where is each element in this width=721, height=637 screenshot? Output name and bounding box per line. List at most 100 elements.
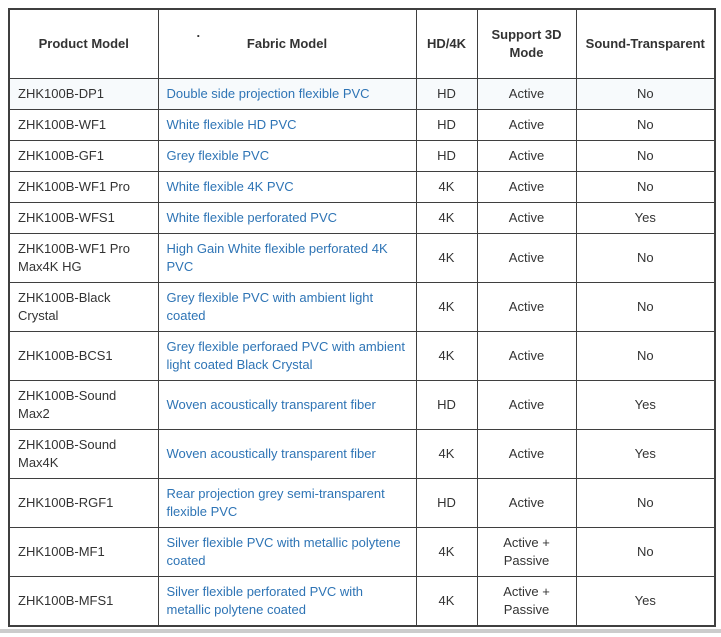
fabric-model-link[interactable]: Grey flexible perforaed PVC with ambient… [166,339,405,372]
hd-4k-cell: HD [415,109,478,141]
product-model-cell: ZHK100B-WF1 Pro [8,171,159,203]
hd-4k-cell: 4K [415,282,478,332]
product-model-cell: ZHK100B-Sound Max2 [8,380,159,430]
support-3d-mode-cell: Active [476,282,577,332]
fabric-model-link[interactable]: White flexible perforated PVC [166,210,338,225]
sound-transparent-cell: No [575,282,716,332]
header-fabric-model-label: Fabric Model [246,36,328,51]
table-row: ZHK100B-GF1 Grey flexible PVC HD Active No [8,140,716,172]
support-3d-mode-cell: Active [476,171,577,203]
fabric-model-link[interactable]: White flexible 4K PVC [166,179,294,194]
table-row: ZHK100B-WF1 Pro Max4K HG High Gain White … [8,233,716,283]
sound-transparent-cell: Yes [575,380,716,430]
fabric-model-link[interactable]: White flexible HD PVC [166,117,297,132]
hd-4k-cell: 4K [415,171,478,203]
fabric-model-cell: Grey flexible PVC with ambient light coa… [157,282,417,332]
support-3d-mode-cell: Active [476,429,577,479]
fabric-model-link[interactable]: Silver flexible PVC with metallic polyte… [166,535,401,568]
support-3d-mode-cell: Active [476,478,577,528]
support-3d-mode-cell: Active [476,380,577,430]
support-3d-mode-cell: Active [476,331,577,381]
hd-4k-cell: 4K [415,429,478,479]
fabric-model-cell: White flexible perforated PVC [157,202,417,234]
stray-dot: . [196,25,201,40]
table-row: ZHK100B-WF1 Pro White flexible 4K PVC 4K Ac… [8,171,716,203]
fabric-model-cell: Grey flexible perforaed PVC with ambient… [157,331,417,381]
product-model-cell: ZHK100B-RGF1 [8,478,159,528]
fabric-model-cell: Silver flexible PVC with metallic polyte… [157,527,417,577]
sound-transparent-cell: No [575,171,716,203]
support-3d-mode-cell: Active [476,233,577,283]
support-3d-mode-cell: Active [476,140,577,172]
fabric-model-link[interactable]: Woven acoustically transparent fiber [166,397,376,412]
table-row: ZHK100B-DP1 Double side projection flexib… [8,78,716,110]
product-model-cell: ZHK100B-MF1 [8,527,159,577]
fabric-model-link[interactable]: Rear projection grey semi-transparent fl… [166,486,385,519]
product-model-cell: ZHK100B-Black Crystal [8,282,159,332]
sound-transparent-cell: No [575,78,716,110]
hd-4k-cell: 4K [415,331,478,381]
support-3d-mode-cell: Active [476,78,577,110]
fabric-model-link[interactable]: Grey flexible PVC with ambient light coa… [166,290,374,323]
sound-transparent-cell: No [575,109,716,141]
table-row: ZHK100B-Sound Max2 Woven acoustically tra… [8,380,716,430]
product-model-cell: ZHK100B-GF1 [8,140,159,172]
table-row: ZHK100B-MF1 Silver flexible PVC with meta… [8,527,716,577]
product-model-cell: ZHK100B-DP1 [8,78,159,110]
fabric-model-cell: High Gain White flexible perforated 4K P… [157,233,417,283]
hd-4k-cell: 4K [415,576,478,627]
support-3d-mode-cell: Active + Passive [476,576,577,627]
support-3d-mode-cell: Active + Passive [476,527,577,577]
fabric-model-cell: Silver flexible perforated PVC with meta… [157,576,417,627]
header-product-model: Product Model [8,8,159,79]
bottom-divider [0,629,721,633]
support-3d-mode-cell: Active [476,202,577,234]
fabric-model-link[interactable]: Grey flexible PVC [166,148,270,163]
hd-4k-cell: HD [415,140,478,172]
hd-4k-cell: 4K [415,202,478,234]
hd-4k-cell: 4K [415,527,478,577]
table-row: ZHK100B-WF1 White flexible HD PVC HD Active… [8,109,716,141]
header-fabric-model: . Fabric Model [157,8,417,79]
product-model-cell: ZHK100B-MFS1 [8,576,159,627]
fabric-model-link[interactable]: High Gain White flexible perforated 4K P… [166,241,388,274]
hd-4k-cell: HD [415,478,478,528]
product-model-cell: ZHK100B-WFS1 [8,202,159,234]
header-support-3d-mode: Support 3D Mode [476,8,577,79]
fabric-model-link[interactable]: Woven acoustically transparent fiber [166,446,376,461]
product-spec-table: Product Model . Fabric Model HD/4K Suppo… [8,8,716,627]
table-row: ZHK100B-Sound Max4K Woven acoustically tr… [8,429,716,479]
fabric-model-cell: Grey flexible PVC [157,140,417,172]
header-hd-4k: HD/4K [415,8,478,79]
sound-transparent-cell: No [575,527,716,577]
sound-transparent-cell: Yes [575,202,716,234]
sound-transparent-cell: No [575,140,716,172]
sound-transparent-cell: No [575,233,716,283]
fabric-model-cell: Woven acoustically transparent fiber [157,380,417,430]
fabric-model-cell: White flexible 4K PVC [157,171,417,203]
product-model-cell: ZHK100B-WF1 [8,109,159,141]
sound-transparent-cell: Yes [575,576,716,627]
table-row: ZHK100B-Black Crystal Grey flexible PVC w… [8,282,716,332]
fabric-model-link[interactable]: Silver flexible perforated PVC with meta… [166,584,364,617]
hd-4k-cell: HD [415,380,478,430]
product-model-cell: ZHK100B-BCS1 [8,331,159,381]
fabric-model-cell: Rear projection grey semi-transparent fl… [157,478,417,528]
fabric-model-cell: Double side projection flexible PVC [157,78,417,110]
fabric-model-link[interactable]: Double side projection flexible PVC [166,86,370,101]
table-row: ZHK100B-WFS1 White flexible perforated PV… [8,202,716,234]
table-body: ZHK100B-DP1 Double side projection flexib… [8,78,716,627]
table-row: ZHK100B-MFS1 Silver flexible perforated P… [8,576,716,627]
support-3d-mode-cell: Active [476,109,577,141]
hd-4k-cell: 4K [415,233,478,283]
product-model-cell: ZHK100B-Sound Max4K [8,429,159,479]
hd-4k-cell: HD [415,78,478,110]
table-row: ZHK100B-RGF1 Rear projection grey semi-tr… [8,478,716,528]
table-header-row: Product Model . Fabric Model HD/4K Suppo… [8,8,716,79]
sound-transparent-cell: No [575,331,716,381]
sound-transparent-cell: No [575,478,716,528]
fabric-model-cell: Woven acoustically transparent fiber [157,429,417,479]
header-sound-transparent: Sound-Transparent [575,8,716,79]
sound-transparent-cell: Yes [575,429,716,479]
